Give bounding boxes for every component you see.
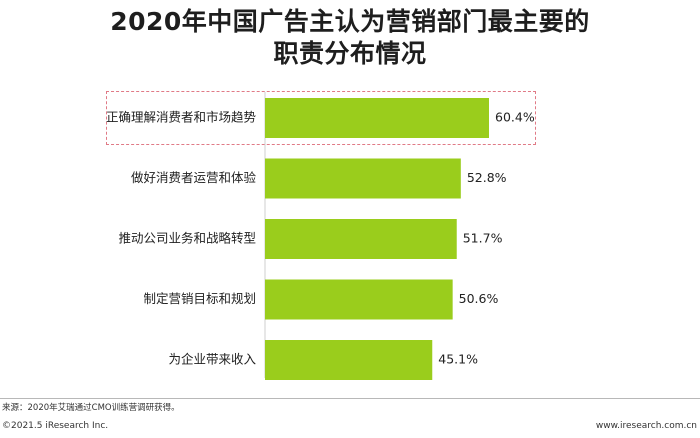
chart-title-line-1: 2020年中国广告主认为营销部门最主要的 xyxy=(110,7,590,36)
website-text: www.iresearch.com.cn xyxy=(595,421,697,431)
bar-2 xyxy=(265,219,457,259)
footer-divider xyxy=(0,398,700,399)
bar-0 xyxy=(265,98,489,138)
value-label-1: 52.8% xyxy=(467,170,507,185)
bar-3 xyxy=(265,279,453,320)
value-label-0: 60.4% xyxy=(495,110,535,125)
highlight-box xyxy=(106,91,536,145)
category-label-3: 制定营销目标和规划 xyxy=(143,291,256,306)
chart-title-line-2: 职责分布情况 xyxy=(273,39,427,68)
value-label-4: 45.1% xyxy=(438,352,478,367)
bar-4 xyxy=(265,340,433,380)
source-note: 来源：2020年艾瑞通过CMO训练营调研获得。 xyxy=(2,403,180,413)
category-label-4: 为企业带来收入 xyxy=(168,352,256,367)
value-label-2: 51.7% xyxy=(463,231,503,246)
bar-chart: 正确理解消费者和市场趋势 60.4% 做好消费者运营和体验 52.8% 推动公司业务和战… xyxy=(106,92,535,380)
category-label-2: 推动公司业务和战略转型 xyxy=(118,231,256,246)
value-label-3: 50.6% xyxy=(459,291,499,306)
category-label-0: 正确理解消费者和市场趋势 xyxy=(106,110,257,125)
copyright-text: ©2021.5 iResearch Inc. xyxy=(2,421,109,431)
chart-title: 2020年中国广告主认为营销部门最主要的 职责分布情况 xyxy=(0,6,700,70)
category-label-1: 做好消费者运营和体验 xyxy=(131,170,257,185)
bar-1 xyxy=(265,158,461,199)
bars-layer: 正确理解消费者和市场趋势 60.4% 做好消费者运营和体验 52.8% 推动公司业务和战… xyxy=(106,98,535,380)
